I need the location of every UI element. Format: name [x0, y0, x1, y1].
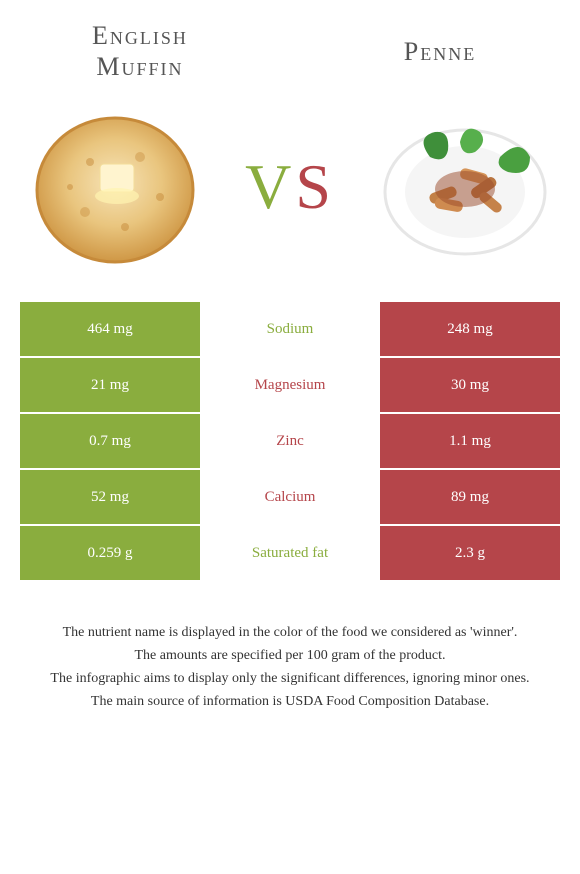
- nutrient-label: Saturated fat: [200, 526, 380, 580]
- nutrient-label: Sodium: [200, 302, 380, 356]
- footnotes: The nutrient name is displayed in the co…: [0, 582, 580, 712]
- table-row: 0.259 gSaturated fat2.3 g: [20, 526, 560, 580]
- value-right: 248 mg: [380, 302, 560, 356]
- value-right: 1.1 mg: [380, 414, 560, 468]
- table-row: 464 mgSodium248 mg: [20, 302, 560, 356]
- table-row: 0.7 mgZinc1.1 mg: [20, 414, 560, 468]
- value-left: 0.7 mg: [20, 414, 200, 468]
- food-title-right: Penne: [340, 36, 540, 67]
- header: EnglishMuffin Penne: [0, 0, 580, 92]
- table-row: 52 mgCalcium89 mg: [20, 470, 560, 524]
- food-image-right: [380, 102, 550, 272]
- value-right: 2.3 g: [380, 526, 560, 580]
- food-title-left: EnglishMuffin: [40, 20, 240, 82]
- vs-s: S: [295, 151, 335, 222]
- value-right: 89 mg: [380, 470, 560, 524]
- footnote-line: The infographic aims to display only the…: [20, 668, 560, 689]
- value-left: 52 mg: [20, 470, 200, 524]
- value-right: 30 mg: [380, 358, 560, 412]
- value-left: 0.259 g: [20, 526, 200, 580]
- vs-v: V: [245, 151, 295, 222]
- footnote-line: The nutrient name is displayed in the co…: [20, 622, 560, 643]
- nutrient-label: Calcium: [200, 470, 380, 524]
- table-row: 21 mgMagnesium30 mg: [20, 358, 560, 412]
- value-left: 21 mg: [20, 358, 200, 412]
- nutrient-label: Zinc: [200, 414, 380, 468]
- footnote-line: The main source of information is USDA F…: [20, 691, 560, 712]
- food-image-left: [30, 102, 200, 272]
- footnote-line: The amounts are specified per 100 gram o…: [20, 645, 560, 666]
- nutrient-label: Magnesium: [200, 358, 380, 412]
- images-row: VS: [0, 92, 580, 302]
- comparison-table: 464 mgSodium248 mg21 mgMagnesium30 mg0.7…: [0, 302, 580, 580]
- value-left: 464 mg: [20, 302, 200, 356]
- vs-label: VS: [245, 150, 335, 224]
